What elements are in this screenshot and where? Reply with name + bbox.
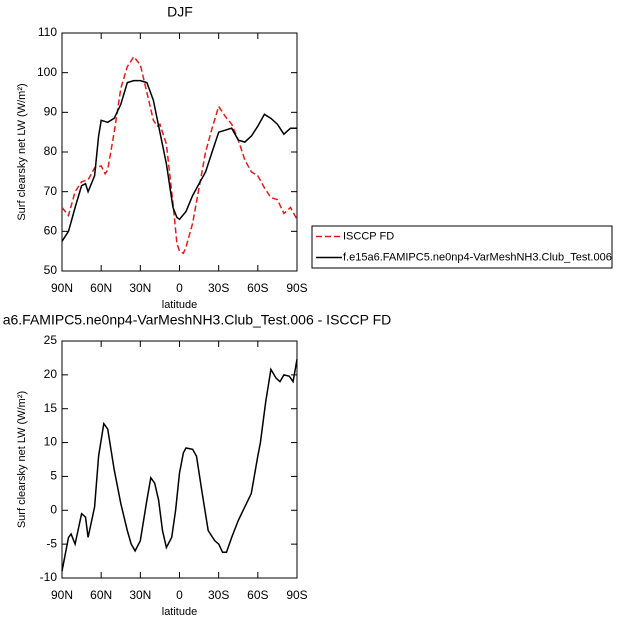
x-tick-label: 0	[176, 588, 183, 602]
x-tick-label: 90S	[286, 281, 307, 295]
chart-title: DJF	[167, 4, 193, 20]
x-tick-label: 0	[176, 281, 183, 295]
y-tick-label: 90	[44, 105, 58, 119]
y-axis-label: Surf clearsky net LW (W/m²)	[16, 391, 28, 528]
x-tick-label: 60N	[90, 588, 112, 602]
x-tick-label: 60N	[90, 281, 112, 295]
legend-label: ISCCP FD	[343, 230, 394, 242]
legend-label: f.e15a6.FAMIPC5.ne0np4-VarMeshNH3.Club_T…	[343, 251, 612, 263]
y-tick-label: 0	[50, 502, 57, 516]
x-tick-label: 60S	[247, 588, 268, 602]
x-tick-label: 30N	[129, 281, 151, 295]
y-tick-label: -5	[46, 536, 57, 550]
x-tick-label: 60S	[247, 281, 268, 295]
data-line	[61, 55, 298, 255]
x-tick-label: 90S	[286, 588, 307, 602]
x-axis-label: latitude	[162, 299, 197, 311]
y-tick-label: 20	[44, 367, 58, 381]
y-tick-label: 50	[44, 263, 58, 277]
y-tick-label: 100	[37, 65, 57, 79]
x-axis-label: latitude	[162, 606, 197, 618]
y-tick-label: 110	[38, 25, 57, 39]
y-tick-label: 15	[44, 401, 58, 415]
chart-title: a6.FAMIPC5.ne0np4-VarMeshNH3.Club_Test.0…	[3, 312, 392, 328]
data-line	[61, 359, 298, 572]
y-tick-label: 80	[44, 144, 58, 158]
plot-frame	[61, 340, 298, 579]
x-tick-label: 90N	[51, 281, 73, 295]
data-line	[61, 79, 297, 242]
x-tick-label: 90N	[51, 588, 73, 602]
x-tick-label: 30S	[208, 281, 229, 295]
x-tick-label: 30N	[129, 588, 151, 602]
y-tick-label: 25	[44, 333, 58, 347]
y-tick-label: 70	[44, 184, 58, 198]
y-tick-label: 10	[44, 435, 58, 449]
legend-box	[311, 225, 613, 269]
y-tick-label: 60	[44, 224, 58, 238]
x-tick-label: 30S	[208, 588, 229, 602]
y-tick-label: -10	[40, 570, 58, 584]
y-tick-label: 5	[50, 469, 57, 483]
y-axis-label: Surf clearsky net LW (W/m²)	[16, 83, 28, 220]
